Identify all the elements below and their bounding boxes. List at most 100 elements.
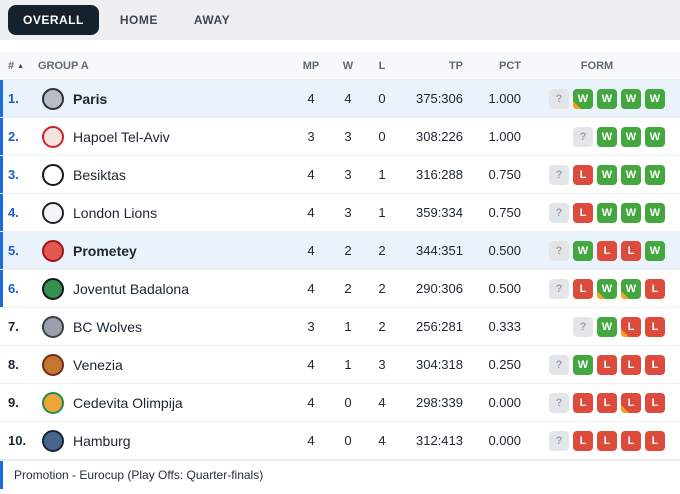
losses-value: 2 [378,243,386,258]
table-row[interactable]: 2. Hapoel Tel-Aviv 3 3 0 308:226 1.000 ?… [0,118,680,156]
form-upcoming-box[interactable]: ? [573,126,593,147]
matches-played-value: 3 [307,129,315,144]
form-result-box[interactable]: W [645,88,665,109]
form-result-box[interactable]: L [621,240,641,261]
form-result-box[interactable]: L [597,240,617,261]
table-row[interactable]: 10. Hamburg 4 0 4 312:413 0.000 ? L L L L [0,422,680,460]
wins-value: 4 [344,91,352,106]
form-cell: ? L L L L [529,392,665,413]
wins-value: 3 [344,129,352,144]
tab-home[interactable]: HOME [119,13,158,27]
form-upcoming-box[interactable]: ? [549,430,569,451]
tab-overall[interactable]: OVERALL [8,5,99,35]
form-result-box[interactable]: W [645,240,665,261]
form-result-box[interactable]: L [573,430,593,451]
promotion-legend-bar [0,461,3,489]
team-name[interactable]: Hamburg [73,432,131,449]
promotion-strip [0,270,3,307]
team-logo [42,163,64,186]
form-result-box[interactable]: W [597,316,617,337]
form-upcoming-box[interactable]: ? [549,88,569,109]
form-result-box[interactable]: W [645,164,665,185]
team-logo-cell [33,391,73,414]
form-result-box[interactable]: L [621,392,641,413]
form-result-box[interactable]: W [621,278,641,299]
form-upcoming-box[interactable]: ? [549,392,569,413]
table-row[interactable]: 5. Prometey 4 2 2 344:351 0.500 ? W L L W [0,232,680,270]
form-result-box[interactable]: W [573,354,593,375]
table-row[interactable]: 9. Cedevita Olimpija 4 0 4 298:339 0.000… [0,384,680,422]
table-row[interactable]: 8. Venezia 4 1 3 304:318 0.250 ? W L L L [0,346,680,384]
form-result-box[interactable]: W [573,240,593,261]
form-result-box[interactable]: L [621,354,641,375]
form-result-box[interactable]: W [597,126,617,147]
losses-value: 4 [378,433,386,448]
form-result-box[interactable]: L [573,202,593,223]
losses-value: 1 [378,205,386,220]
table-row[interactable]: 1. Paris 4 4 0 375:306 1.000 ? W W W W [0,80,680,118]
team-rank: 2. [8,129,19,144]
form-result-box[interactable]: L [597,392,617,413]
promotion-legend: Promotion - Eurocup (Play Offs: Quarter-… [0,460,680,489]
form-upcoming-box[interactable]: ? [549,202,569,223]
total-points-value: 375:306 [416,91,463,106]
rank-column-label: # [8,59,15,72]
team-rank: 5. [8,243,19,258]
form-upcoming-box[interactable]: ? [549,164,569,185]
table-row[interactable]: 4. London Lions 4 3 1 359:334 0.750 ? L W W… [0,194,680,232]
team-name[interactable]: Joventut Badalona [73,280,189,297]
form-result-box[interactable]: W [597,88,617,109]
form-result-box[interactable]: W [573,88,593,109]
form-result-box[interactable]: W [645,126,665,147]
form-result-box[interactable]: L [645,278,665,299]
team-name[interactable]: Prometey [73,242,137,259]
form-upcoming-box[interactable]: ? [549,240,569,261]
losses-value: 0 [378,91,386,106]
form-result-box[interactable]: L [573,392,593,413]
team-name[interactable]: Besiktas [73,166,126,183]
team-name[interactable]: Hapoel Tel-Aviv [73,128,170,145]
rank-column-header[interactable]: # ▲ [3,60,33,72]
form-upcoming-box[interactable]: ? [549,354,569,375]
form-result-box[interactable]: W [597,202,617,223]
losses-value: 4 [378,395,386,410]
form-result-box[interactable]: L [645,392,665,413]
form-result-box[interactable]: L [645,354,665,375]
form-result-box[interactable]: W [645,202,665,223]
team-name[interactable]: London Lions [73,204,158,221]
percentage-value: 0.500 [488,243,521,258]
form-result-box[interactable]: W [621,88,641,109]
form-result-box[interactable]: L [621,430,641,451]
form-upcoming-box[interactable]: ? [549,278,569,299]
form-result-box[interactable]: L [597,354,617,375]
table-row[interactable]: 6. Joventut Badalona 4 2 2 290:306 0.500… [0,270,680,308]
table-row[interactable]: 3. Besiktas 4 3 1 316:288 0.750 ? L W W W [0,156,680,194]
form-result-box[interactable]: L [645,316,665,337]
form-result-box[interactable]: L [573,278,593,299]
tab-away[interactable]: AWAY [193,13,231,27]
team-logo [42,277,64,300]
form-result-box[interactable]: W [621,164,641,185]
team-rank: 1. [8,91,19,106]
team-name[interactable]: Venezia [73,356,123,373]
form-result-box[interactable]: L [621,316,641,337]
form-result-box[interactable]: W [621,126,641,147]
team-name[interactable]: BC Wolves [73,318,142,335]
losses-value: 2 [378,281,386,296]
team-logo [42,201,64,224]
losses-value: 3 [378,357,386,372]
form-cell: ? L W W L [529,278,665,299]
team-name[interactable]: Paris [73,90,108,107]
form-result-box[interactable]: W [597,278,617,299]
form-result-box[interactable]: L [597,430,617,451]
team-name[interactable]: Cedevita Olimpija [73,394,183,411]
form-upcoming-box[interactable]: ? [573,316,593,337]
form-result-box[interactable]: L [645,430,665,451]
form-result-box[interactable]: W [621,202,641,223]
team-logo [42,315,64,338]
table-row[interactable]: 7. BC Wolves 3 1 2 256:281 0.333 ? W L L [0,308,680,346]
form-result-box[interactable]: W [597,164,617,185]
form-result-box[interactable]: L [573,164,593,185]
wins-value: 1 [344,319,352,334]
